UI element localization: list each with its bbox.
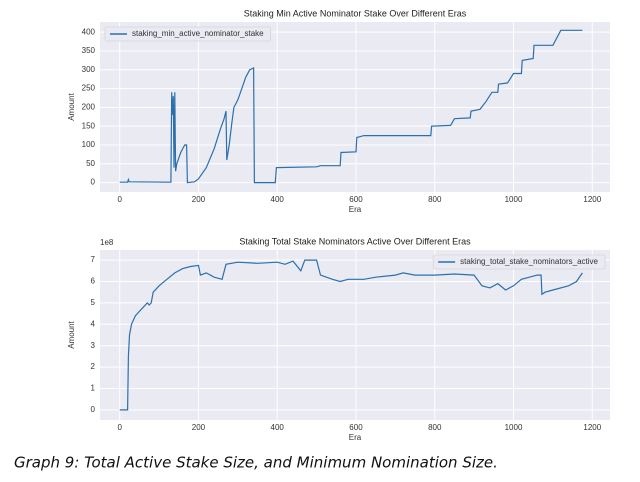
chart-title: Staking Min Active Nominator Stake Over … [244, 8, 467, 18]
x-axis-label: Era [349, 433, 362, 442]
chart-title: Staking Total Stake Nominators Active Ov… [239, 236, 471, 246]
y-tick-label: 3 [91, 341, 96, 350]
y-tick-label: 50 [86, 159, 95, 168]
legend-label: staking_min_active_nominator_stake [132, 29, 264, 38]
x-tick-label: 800 [428, 195, 442, 204]
y-tick-label: 5 [91, 298, 96, 307]
y-tick-label: 1 [91, 384, 96, 393]
x-tick-label: 200 [192, 423, 206, 432]
y-tick-label: 2 [91, 362, 96, 371]
y-tick-label: 400 [82, 27, 96, 36]
y-tick-label: 100 [82, 140, 96, 149]
legend-box [432, 254, 606, 270]
x-tick-label: 1200 [583, 195, 601, 204]
caption: Graph 9: Total Active Stake Size, and Mi… [14, 454, 498, 472]
x-tick-label: 400 [271, 423, 285, 432]
x-tick-label: 0 [117, 423, 122, 432]
x-tick-label: 600 [349, 423, 363, 432]
data-line [119, 259, 583, 411]
y-tick-label: 200 [82, 102, 96, 111]
x-tick-label: 600 [349, 195, 363, 204]
y-tick-label: 6 [91, 277, 96, 286]
x-tick-label: 1000 [505, 195, 523, 204]
x-tick-label: 1200 [583, 423, 601, 432]
x-tick-label: 1000 [505, 423, 523, 432]
legend-box [104, 26, 271, 42]
x-tick-label: 400 [271, 195, 285, 204]
x-tick-label: 0 [117, 195, 122, 204]
y-tick-label: 250 [82, 84, 96, 93]
legend-label: staking_total_stake_nominators_active [460, 257, 598, 266]
y-axis-label: Amount [67, 320, 76, 348]
y-axis-label: Amount [67, 92, 76, 120]
y-tick-label: 4 [91, 319, 96, 328]
x-tick-label: 800 [428, 423, 442, 432]
offset-label: 1e8 [100, 238, 114, 247]
data-line [119, 29, 583, 184]
y-tick-label: 300 [82, 65, 96, 74]
y-tick-label: 0 [91, 405, 96, 414]
x-axis-label: Era [349, 205, 362, 214]
y-tick-label: 150 [82, 121, 96, 130]
x-tick-label: 200 [192, 195, 206, 204]
y-tick-label: 350 [82, 46, 96, 55]
y-tick-label: 0 [91, 178, 96, 187]
y-tick-label: 7 [91, 255, 96, 264]
